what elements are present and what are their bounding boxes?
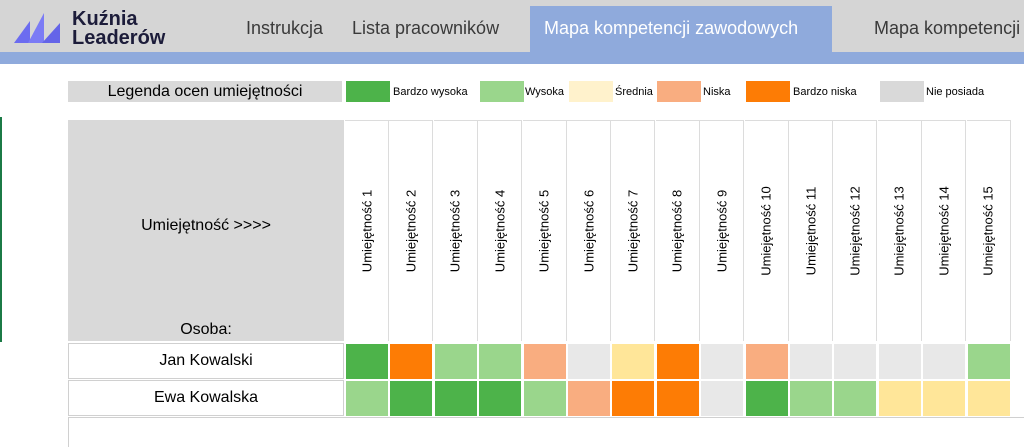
logo-mark-icon [14, 13, 60, 43]
skill-name: Umiejętność 10 [758, 186, 774, 276]
skill-column-header: Umiejętność 10 [744, 120, 789, 341]
tab-instrukcja[interactable]: Instrukcja [246, 18, 324, 38]
skill-column-header: Umiejętność 15 [966, 120, 1011, 341]
rating-cell[interactable] [700, 343, 745, 380]
skill-column-header: Umiejętność 12 [833, 120, 878, 341]
skill-column-header: Umiejętność 7 [611, 120, 656, 341]
skill-column-header: Umiejętność 9 [700, 120, 745, 341]
rating-cell[interactable] [700, 380, 745, 417]
rating-cell[interactable] [744, 343, 789, 380]
skill-column-header: Umiejętność 5 [522, 120, 567, 341]
skill-column-header: Umiejętność 2 [389, 120, 434, 341]
rating-cell[interactable] [522, 380, 567, 417]
rating-cell[interactable] [611, 343, 656, 380]
skill-column-header: Umiejętność 8 [655, 120, 700, 341]
rating-cell[interactable] [433, 380, 478, 417]
rating-cell[interactable] [567, 343, 611, 380]
skill-header-label: Umiejętność >>>> [141, 217, 271, 234]
rating-cell[interactable] [833, 380, 878, 417]
legend-swatch [346, 81, 390, 102]
legend-label: Nie posiada [926, 86, 985, 98]
skill-name: Umiejętność 1 [359, 189, 374, 273]
rating-cell[interactable] [478, 343, 523, 380]
legend-swatch [480, 81, 524, 102]
grid-line [68, 417, 69, 447]
legend-swatch [569, 81, 613, 102]
logo-line-1: Kuźnia [72, 8, 138, 30]
rating-cell[interactable] [655, 380, 700, 417]
skill-name: Umiejętność 12 [847, 186, 863, 276]
rating-cell[interactable] [877, 343, 922, 380]
skill-column-header: Umiejętność 13 [877, 120, 922, 341]
legend-label: Niska [703, 86, 731, 98]
skill-name: Umiejętność 8 [669, 189, 685, 273]
legend-title: Legenda ocen umiejętności [68, 81, 342, 102]
skill-name: Umiejętność 2 [403, 189, 419, 273]
active-sheet-strip [0, 52, 1024, 64]
rating-cell[interactable] [433, 343, 478, 380]
app-logo: Kuźnia Leaderów [14, 8, 184, 49]
skill-name: Umiejętność 9 [714, 189, 730, 273]
rating-cell[interactable] [789, 380, 833, 417]
skill-name: Umiejętność 14 [936, 186, 952, 276]
legend-label: Bardzo niska [793, 86, 857, 98]
rating-cell[interactable] [345, 380, 389, 417]
top-tab-bar [0, 0, 1024, 52]
skill-name: Umiejętność 7 [625, 189, 641, 273]
matrix-header-cell: Umiejętność >>>> Osoba: [68, 120, 344, 341]
person-header-label: Osoba: [180, 321, 232, 338]
person-name-cell[interactable]: Ewa Kowalska [68, 380, 344, 416]
grid-line [68, 417, 1024, 418]
legend-swatch [657, 81, 701, 102]
rating-cell[interactable] [966, 380, 1011, 417]
logo-line-2: Leaderów [72, 27, 166, 49]
rating-cell[interactable] [922, 343, 967, 380]
legend-swatch [880, 81, 924, 102]
skill-name: Umiejętność 6 [581, 189, 596, 273]
logo-text: Kuźnia Leaderów [72, 8, 166, 49]
rating-cell[interactable] [345, 343, 389, 380]
tab-mapa-kompetencji[interactable]: Mapa kompetencji [874, 18, 1021, 38]
skill-name: Umiejętność 5 [536, 189, 552, 273]
skill-column-header: Umiejętność 14 [922, 120, 967, 341]
skill-column-header: Umiejętność 1 [345, 120, 389, 341]
legend-swatch [746, 81, 790, 102]
rating-cell[interactable] [966, 343, 1011, 380]
row-selection-indicator [0, 117, 2, 342]
rating-cell[interactable] [789, 343, 833, 380]
legend-label: Wysoka [525, 86, 565, 98]
person-name-cell[interactable]: Jan Kowalski [68, 343, 344, 379]
skill-column-header: Umiejętność 4 [478, 120, 523, 341]
rating-cell[interactable] [744, 380, 789, 417]
rating-cell[interactable] [877, 380, 922, 417]
rating-cell[interactable] [522, 343, 567, 380]
tab-mapa-kompetencji-zawodowych[interactable]: Mapa kompetencji zawodowych [530, 6, 832, 52]
rating-cell[interactable] [833, 343, 878, 380]
skill-name: Umiejętność 3 [447, 189, 463, 273]
legend-label: Średnia [615, 86, 653, 98]
rating-cell[interactable] [611, 380, 656, 417]
skill-name: Umiejętność 4 [492, 189, 508, 273]
skill-column-header: Umiejętność 6 [567, 120, 611, 341]
rating-cell[interactable] [389, 380, 434, 417]
skill-column-header: Umiejętność 11 [789, 120, 833, 341]
tab-lista-pracownikow[interactable]: Lista pracowników [352, 18, 500, 38]
skill-column-header: Umiejętność 3 [433, 120, 478, 341]
rating-cell[interactable] [567, 380, 611, 417]
skill-name: Umiejętność 13 [891, 186, 907, 276]
rating-cell[interactable] [655, 343, 700, 380]
rating-cell[interactable] [478, 380, 523, 417]
skill-name: Umiejętność 15 [980, 186, 996, 276]
rating-cell[interactable] [389, 343, 434, 380]
rating-cell[interactable] [922, 380, 967, 417]
legend-label: Bardzo wysoka [393, 86, 468, 98]
skill-name: Umiejętność 11 [803, 186, 818, 276]
